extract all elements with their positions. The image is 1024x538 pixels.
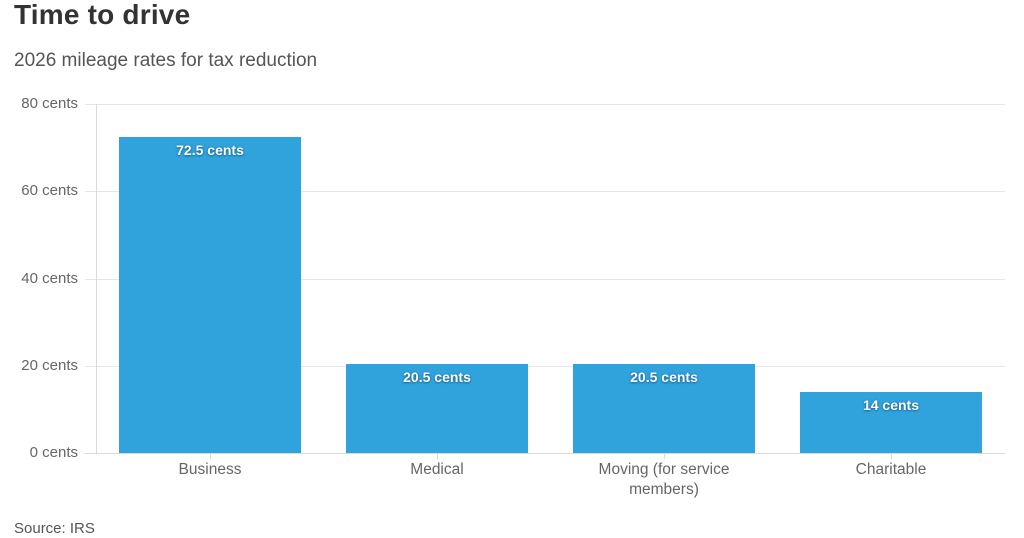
y-axis-label: 0 cents (29, 444, 78, 461)
bar-value-label: 72.5 cents (176, 142, 244, 158)
y-axis-label: 80 cents (21, 95, 78, 112)
bar-moving-for-service-members[interactable]: 20.5 cents (573, 364, 755, 453)
chart-subtitle: 2026 mileage rates for tax reduction (14, 50, 318, 71)
y-axis-label: 60 cents (21, 182, 78, 200)
bar-value-label: 20.5 cents (630, 369, 698, 385)
x-axis-tick (664, 454, 665, 459)
grid-line (85, 104, 1005, 105)
y-axis-label: 40 cents (21, 269, 78, 287)
y-axis-line (96, 104, 97, 453)
chart-title: Time to drive (14, 0, 191, 30)
x-axis-label-business: Business (178, 461, 242, 478)
grid-line (85, 191, 1005, 193)
x-axis-label-charitable: Charitable (855, 461, 927, 478)
bar-charitable[interactable]: 14 cents (800, 392, 982, 453)
grid-line (85, 278, 1005, 280)
x-axis-tick (437, 454, 438, 459)
bar-medical[interactable]: 20.5 cents (346, 364, 528, 453)
x-axis-label-moving-for-service-members: Moving (for service members) (598, 461, 730, 498)
bar-value-label: 14 cents (862, 397, 920, 413)
bar-business[interactable]: 72.5 cents (119, 137, 301, 453)
source-note: Source: IRS (14, 520, 95, 537)
y-axis-label: 20 cents (21, 356, 78, 374)
x-axis-label-medical: Medical (410, 461, 464, 478)
grid-line (85, 453, 1005, 454)
bar-value-label: 20.5 cents (403, 369, 471, 385)
x-axis-tick (210, 454, 211, 459)
x-axis-tick (891, 454, 892, 459)
grid-line (85, 365, 1005, 367)
